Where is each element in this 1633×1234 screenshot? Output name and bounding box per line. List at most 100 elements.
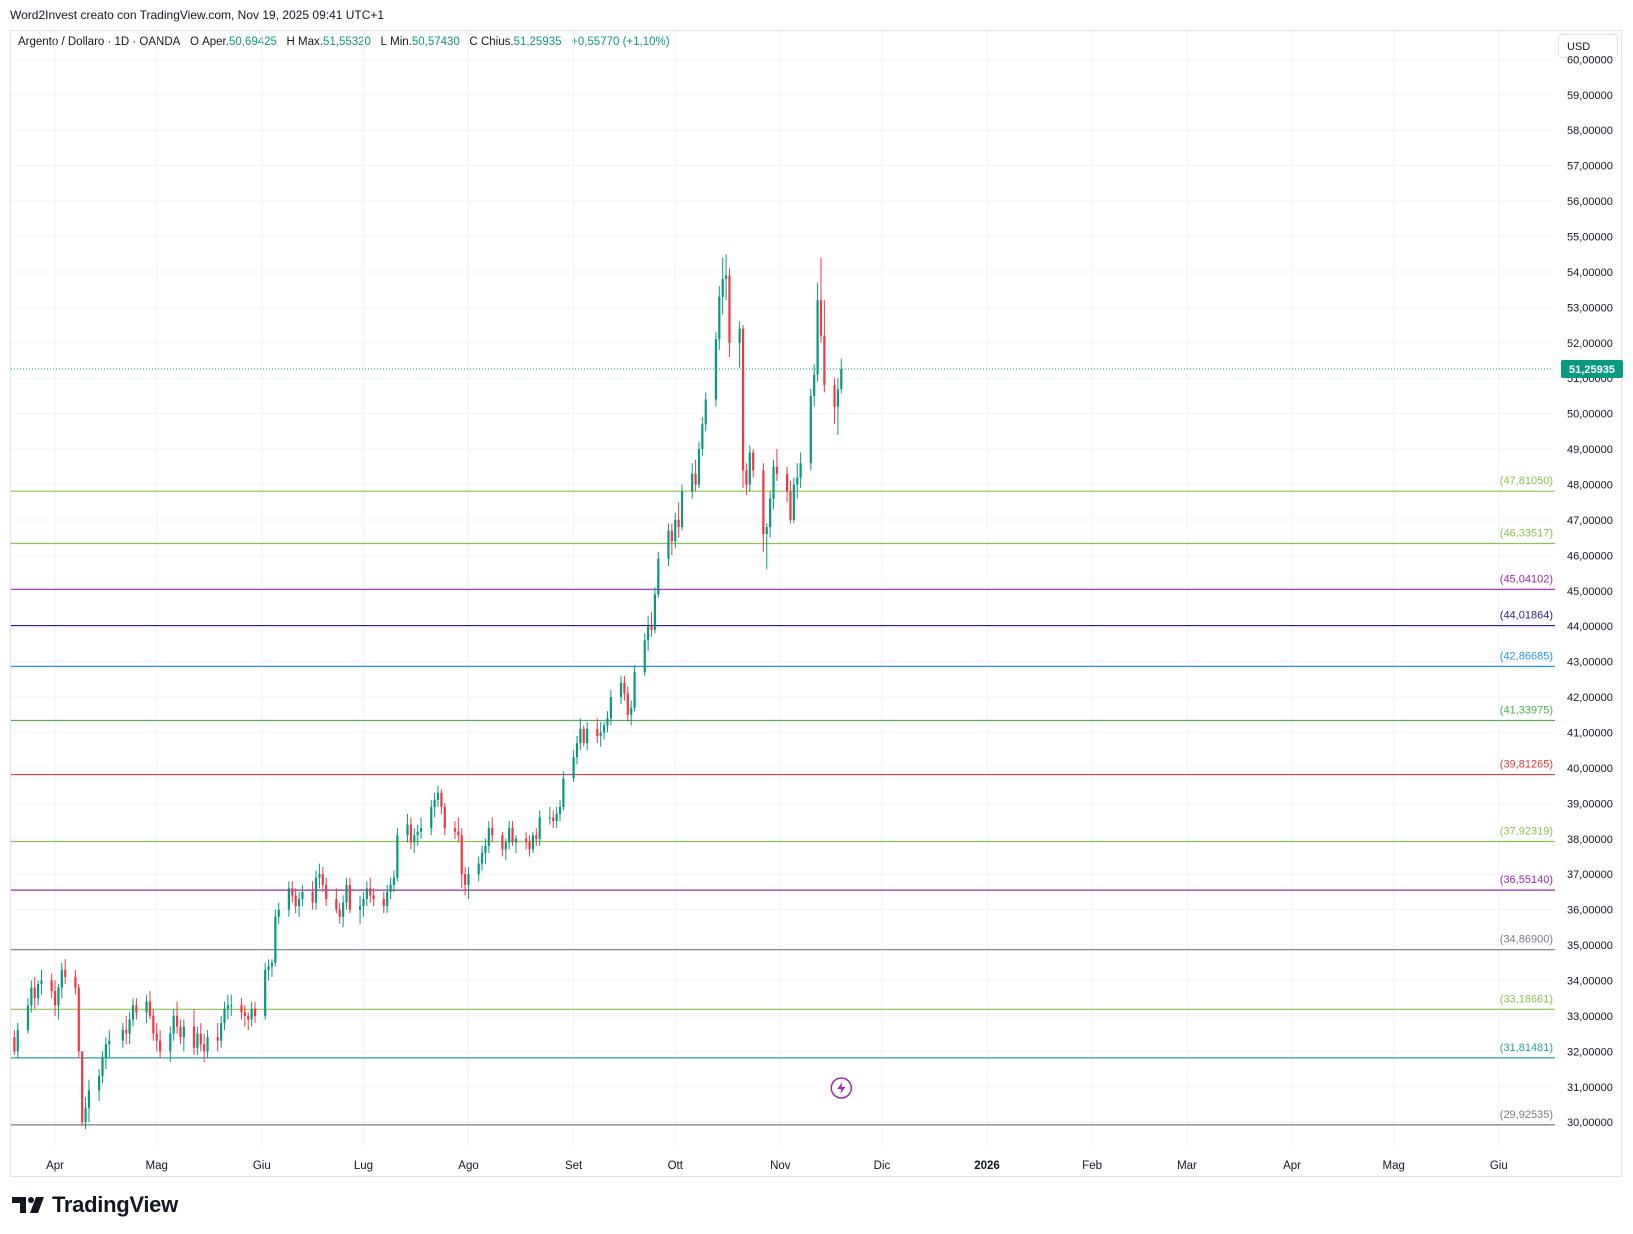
candle-body[interactable] — [796, 477, 799, 485]
candle-body[interactable] — [291, 888, 294, 896]
candle-body[interactable] — [670, 530, 673, 542]
candle-body[interactable] — [216, 1037, 219, 1041]
candle-body[interactable] — [155, 1033, 158, 1041]
candle-body[interactable] — [833, 385, 836, 407]
candle-body[interactable] — [575, 743, 579, 758]
candle-body[interactable] — [609, 697, 612, 719]
candle-body[interactable] — [741, 328, 745, 471]
candle-body[interactable] — [477, 863, 480, 875]
candle-body[interactable] — [823, 335, 826, 386]
candle-body[interactable] — [840, 369, 843, 390]
currency-button[interactable]: USD — [1558, 34, 1618, 58]
candle-body[interactable] — [223, 1008, 226, 1023]
candle-body[interactable] — [582, 728, 585, 744]
candle-body[interactable] — [40, 980, 43, 985]
candle-body[interactable] — [667, 530, 670, 559]
candle-body[interactable] — [152, 1015, 155, 1034]
candle-body[interactable] — [81, 1051, 84, 1123]
candle-body[interactable] — [16, 1030, 19, 1052]
candle-body[interactable] — [586, 728, 589, 744]
candle-body[interactable] — [619, 682, 623, 698]
candle-body[interactable] — [647, 626, 650, 641]
candle-body[interactable] — [264, 969, 267, 1016]
candle-body[interactable] — [657, 558, 660, 595]
candle-body[interactable] — [528, 842, 531, 850]
candle-body[interactable] — [101, 1058, 104, 1077]
candle-body[interactable] — [203, 1044, 206, 1052]
candle-body[interactable] — [274, 916, 277, 963]
candle-body[interactable] — [196, 1033, 199, 1048]
candle-body[interactable] — [643, 640, 646, 673]
candle-body[interactable] — [314, 877, 318, 903]
candle-body[interactable] — [267, 966, 270, 970]
candle-body[interactable] — [369, 888, 372, 896]
candle-body[interactable] — [535, 835, 538, 839]
candle-body[interactable] — [392, 877, 396, 885]
candle-body[interactable] — [199, 1033, 202, 1045]
candle-body[interactable] — [145, 1001, 148, 1013]
candle-body[interactable] — [247, 1015, 250, 1020]
candle-body[interactable] — [131, 1005, 135, 1020]
candle-body[interactable] — [270, 962, 274, 967]
candle-body[interactable] — [220, 1023, 223, 1041]
candle-body[interactable] — [579, 728, 582, 744]
candle-body[interactable] — [562, 778, 565, 807]
candle-body[interactable] — [792, 484, 795, 520]
candle-body[interactable] — [396, 835, 399, 878]
candle-body[interactable] — [342, 902, 345, 917]
candle-body[interactable] — [677, 519, 680, 527]
candle-body[interactable] — [60, 969, 63, 988]
candle-body[interactable] — [26, 1005, 30, 1031]
candle-body[interactable] — [416, 831, 419, 836]
candle-body[interactable] — [491, 828, 494, 836]
candle-body[interactable] — [602, 725, 606, 733]
candle-body[interactable] — [630, 707, 633, 715]
candle-body[interactable] — [243, 1012, 246, 1016]
candle-body[interactable] — [413, 835, 416, 843]
candle-body[interactable] — [487, 828, 490, 846]
candle-body[interactable] — [721, 279, 724, 297]
candle-body[interactable] — [480, 852, 484, 864]
candle-body[interactable] — [653, 594, 657, 630]
candle-body[interactable] — [98, 1076, 101, 1091]
candle-body[interactable] — [443, 806, 446, 829]
candle-body[interactable] — [511, 828, 514, 843]
candle-body[interactable] — [572, 757, 575, 779]
candle-body[interactable] — [338, 909, 341, 917]
candle-body[interactable] — [596, 728, 599, 737]
candle-body[interactable] — [121, 1030, 124, 1041]
candle-body[interactable] — [77, 987, 80, 1052]
legend-symbol[interactable]: Argento / Dollaro · 1D · OANDA — [18, 36, 181, 48]
candle-body[interactable] — [525, 838, 528, 843]
candle-body[interactable] — [728, 275, 731, 343]
candle-body[interactable] — [484, 845, 487, 853]
candle-body[interactable] — [135, 1005, 138, 1013]
candle-body[interactable] — [501, 835, 504, 850]
candle-body[interactable] — [386, 891, 389, 907]
candle-body[interactable] — [772, 466, 775, 499]
candle-body[interactable] — [57, 987, 60, 1006]
candle-body[interactable] — [169, 1033, 172, 1052]
candle-body[interactable] — [816, 300, 819, 375]
candle-body[interactable] — [108, 1040, 111, 1045]
candle-body[interactable] — [53, 991, 57, 1006]
candle-body[interactable] — [714, 339, 718, 400]
candle-body[interactable] — [294, 895, 297, 907]
candle-body[interactable] — [789, 491, 792, 520]
candle-body[interactable] — [531, 835, 535, 850]
candle-body[interactable] — [508, 828, 511, 843]
candle-body[interactable] — [650, 626, 653, 630]
candle-body[interactable] — [701, 424, 704, 450]
candle-body[interactable] — [436, 792, 440, 800]
candle-body[interactable] — [87, 1090, 91, 1109]
candle-body[interactable] — [769, 498, 772, 527]
candle-body[interactable] — [148, 1001, 152, 1016]
candle-body[interactable] — [633, 672, 636, 708]
candle-body[interactable] — [128, 1019, 131, 1034]
candle-body[interactable] — [555, 813, 558, 822]
candle-body[interactable] — [697, 449, 701, 485]
candle-body[interactable] — [226, 1005, 229, 1009]
candle-body[interactable] — [358, 906, 362, 910]
candle-body[interactable] — [799, 463, 802, 478]
